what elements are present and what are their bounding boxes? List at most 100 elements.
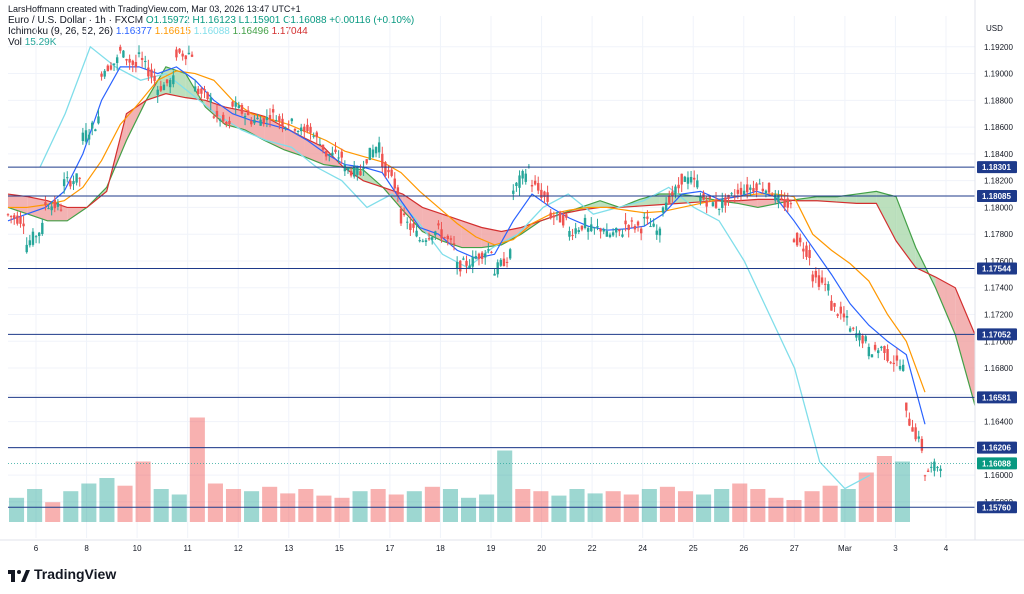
candle-body	[855, 333, 858, 338]
candle-body	[78, 177, 81, 179]
candle-body	[399, 208, 403, 224]
candle-body	[799, 237, 802, 243]
candle-body	[590, 224, 593, 232]
candle-body	[16, 215, 19, 224]
candle-body	[262, 118, 265, 125]
candle-body	[184, 55, 187, 60]
candle-body	[165, 79, 169, 84]
candle-body	[162, 84, 166, 91]
x-tick-label: 27	[790, 544, 799, 553]
candle-body	[699, 197, 702, 201]
candle-body	[845, 315, 849, 318]
candle-body	[72, 181, 75, 185]
candle-body	[193, 86, 197, 92]
volume-bar	[840, 489, 856, 522]
x-tick-label: 3	[893, 544, 898, 553]
candle-body	[827, 284, 830, 291]
volume-bar	[677, 491, 694, 522]
candle-body	[250, 120, 253, 125]
candle-body	[583, 217, 587, 229]
candle-body	[390, 169, 393, 176]
created-by-text: LarsHoffmann created with TradingView.co…	[8, 4, 301, 14]
candle-body	[112, 63, 116, 65]
y-tick-label: 1.18200	[984, 177, 1013, 186]
candle-body	[565, 214, 568, 218]
level-label-bg	[977, 262, 1017, 275]
level-label-bg	[977, 501, 1017, 514]
candle-body	[914, 427, 917, 440]
vol-label[interactable]: Vol	[8, 37, 22, 48]
ichimoku-label[interactable]: Ichimoku (9, 26, 52, 26)	[8, 26, 114, 37]
candle-body	[190, 54, 194, 57]
candle-body	[655, 230, 658, 235]
candle-body	[493, 273, 496, 276]
candle-body	[243, 115, 247, 118]
candle-body	[721, 199, 724, 208]
candle-body	[22, 223, 25, 227]
candle-body	[324, 151, 328, 157]
x-tick-label: 19	[487, 544, 496, 553]
candle-body	[746, 184, 749, 193]
candle-body	[605, 231, 609, 237]
x-tick-label: 6	[34, 544, 39, 553]
candle-body	[396, 187, 400, 195]
candles	[6, 44, 942, 481]
candle-body	[91, 122, 94, 129]
candle-body	[611, 232, 615, 236]
candle-body	[265, 117, 269, 121]
candle-body	[84, 130, 88, 142]
candle-body	[437, 223, 440, 226]
candle-body	[371, 149, 375, 158]
candle-body	[119, 46, 122, 51]
level-label: 1.18301	[982, 163, 1011, 172]
volume-bar	[605, 491, 621, 522]
candle-body	[702, 193, 705, 200]
candle-body	[552, 215, 556, 218]
volume-bar	[153, 489, 169, 522]
candle-body	[814, 270, 818, 278]
candle-body	[873, 344, 877, 350]
candle-body	[50, 206, 53, 211]
candle-body	[624, 220, 627, 225]
candle-body	[858, 332, 861, 341]
candle-body	[789, 203, 793, 205]
candle-body	[802, 248, 805, 252]
candle-body	[555, 212, 559, 214]
x-tick-label: 22	[588, 544, 597, 553]
price-chart[interactable]: USD 1.19200 1.19000 1.18800 1.18600 1.18400 1.…	[0, 0, 1024, 560]
y-tick-label: 1.16400	[984, 418, 1013, 427]
candle-body	[31, 231, 35, 245]
candle-body	[19, 216, 22, 224]
candle-body	[87, 134, 91, 140]
tradingview-logo-icon	[8, 570, 30, 583]
candle-body	[636, 221, 640, 226]
volume-bar	[352, 491, 368, 522]
candle-body	[353, 165, 356, 177]
symbol-title[interactable]: Euro / U.S. Dollar · 1h · FXCM	[8, 15, 144, 26]
volume-bar	[171, 494, 187, 522]
candle-body	[434, 231, 437, 236]
candle-body	[599, 228, 602, 232]
candle-body	[524, 173, 527, 182]
volume-bar	[225, 489, 242, 522]
cloud-segment	[876, 191, 897, 241]
candle-body	[571, 235, 574, 237]
candle-body	[303, 126, 306, 132]
candle-body	[234, 102, 237, 107]
volume-bar	[316, 495, 332, 522]
candle-body	[97, 116, 100, 124]
candle-body	[246, 110, 250, 116]
volume-bar	[9, 497, 25, 522]
cloud-segment	[935, 277, 956, 335]
candle-body	[558, 211, 562, 223]
candle-body	[696, 180, 699, 188]
y-tick-label: 1.17200	[984, 311, 1013, 320]
candle-body	[443, 237, 446, 239]
x-tick-label: 12	[234, 544, 243, 553]
candle-body	[783, 200, 786, 208]
candle-body	[618, 229, 621, 232]
candle-body	[705, 200, 708, 207]
candle-body	[487, 249, 490, 251]
candle-body	[683, 176, 687, 182]
y-tick-label: 1.17800	[984, 230, 1013, 239]
